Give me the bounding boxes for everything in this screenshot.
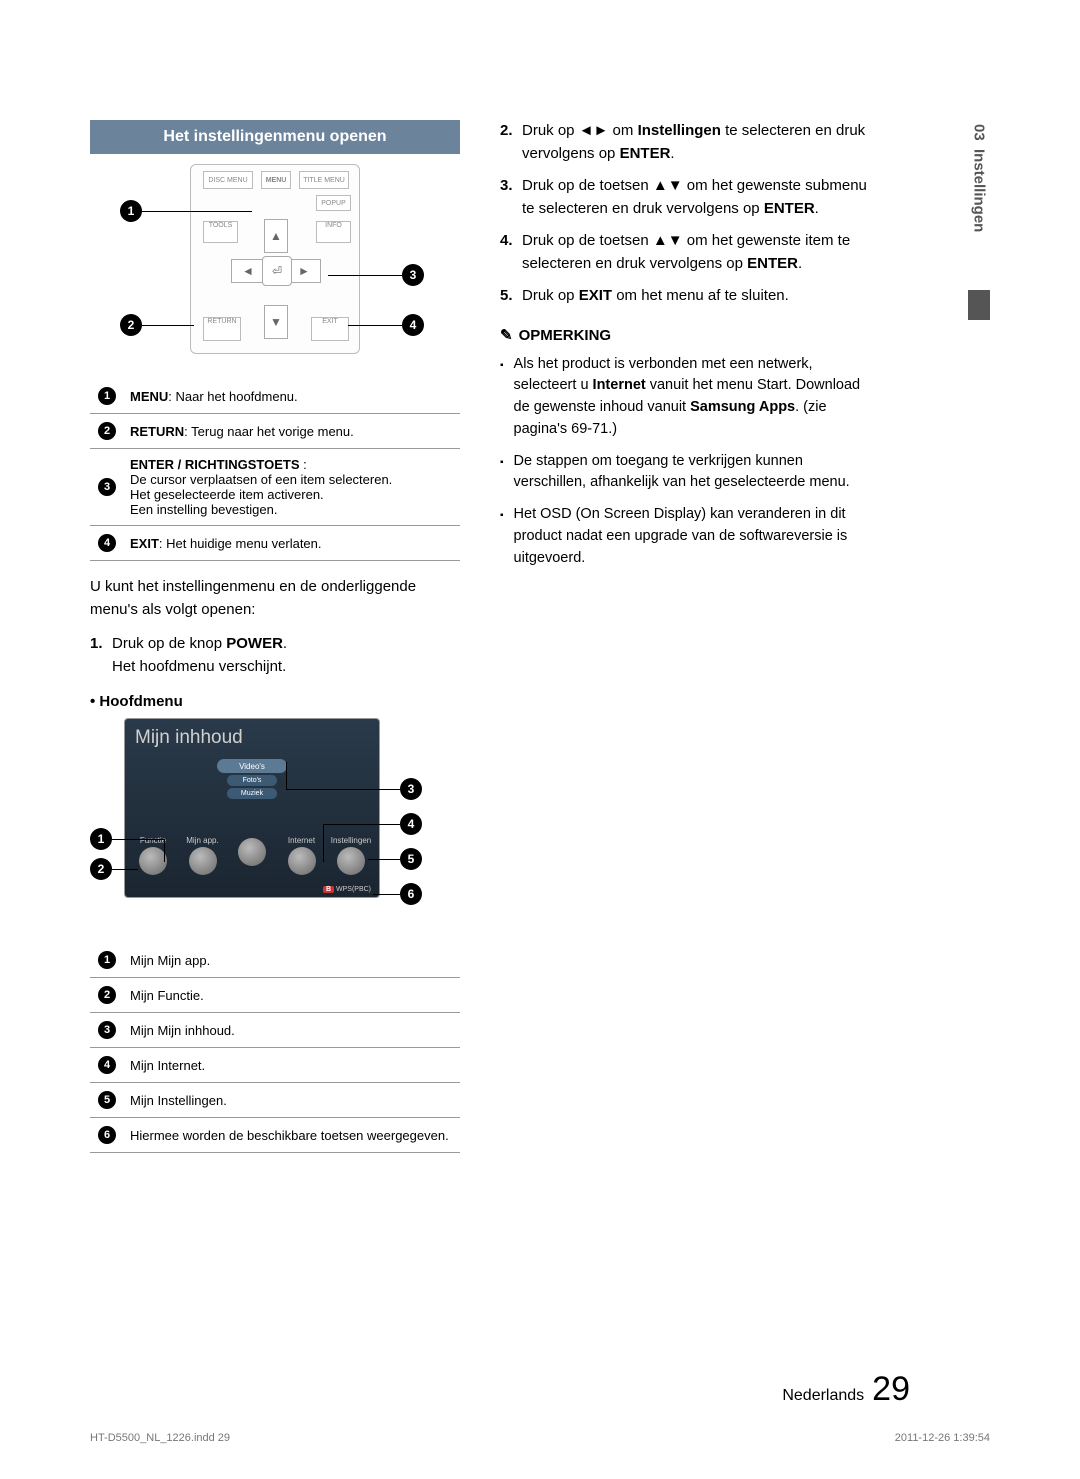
screen-pill-video: Video's: [217, 759, 287, 773]
screen-pill-muziek: Muziek: [227, 788, 277, 799]
dpad-left: ◄: [231, 259, 265, 283]
section-header: Het instellingenmenu openen: [90, 120, 460, 154]
screen-pill-foto: Foto's: [227, 775, 277, 786]
screen-callout-5: 5: [400, 848, 422, 870]
toolbar-internet: Internet: [280, 836, 324, 875]
screen-callout-2: 2: [90, 858, 112, 880]
toolbar-instellingen: Instellingen: [329, 836, 373, 875]
footer-lang: Nederlands: [782, 1387, 864, 1405]
return-button: RETURN: [203, 317, 241, 341]
chapter-title: Instellingen: [971, 149, 988, 232]
instellingen-icon: [337, 847, 365, 875]
screen-definitions-table: 1Mijn Mijn app. 2Mijn Functie. 3Mijn Mij…: [90, 943, 460, 1153]
table-row: 5Mijn Instellingen.: [90, 1083, 460, 1118]
callout-3: 3: [402, 264, 424, 286]
meta-date: 2011-12-26 1:39:54: [895, 1432, 990, 1444]
functie-icon: [139, 847, 167, 875]
right-column: 2. Druk op ◄► om Instellingen te selecte…: [500, 120, 870, 1168]
screen-footer: BWPS(PBC): [323, 886, 371, 893]
intro-text: U kunt het instellingenmenu en de onderl…: [90, 576, 460, 621]
screen-callout-4: 4: [400, 813, 422, 835]
note-item: De stappen om toegang te verkrijgen kunn…: [500, 451, 870, 495]
dpad-right: ►: [287, 259, 321, 283]
left-column: Het instellingenmenu openen DISC MENU ME…: [90, 120, 460, 1168]
screen-callout-3: 3: [400, 778, 422, 800]
meta-file: HT-D5500_NL_1226.indd 29: [90, 1432, 230, 1444]
remote-diagram: DISC MENU MENU TITLE MENU POPUP TOOLS IN…: [120, 164, 430, 364]
page-footer: Nederlands 29: [782, 1370, 910, 1409]
side-tab: 03 Instellingen: [968, 120, 990, 280]
manual-page: 03 Instellingen Het instellingenmenu ope…: [0, 0, 1080, 1479]
steps-left: 1. Druk op de knop POWER. Het hoofdmenu …: [90, 633, 460, 678]
hoofdmenu-diagram: Mijn inhhoud Video's Foto's Muziek Funct…: [90, 718, 430, 923]
mijnapp-icon: [189, 847, 217, 875]
side-bar-marker: [968, 290, 990, 320]
note-item: Als het product is verbonden met een net…: [500, 354, 870, 441]
table-row: 2Mijn Functie.: [90, 978, 460, 1013]
table-row: 4 EXIT: Het huidige menu verlaten.: [90, 526, 460, 561]
note-heading: OPMERKING: [500, 326, 870, 344]
step-item: 4. Druk op de toetsen ▲▼ om het gewenste…: [500, 230, 870, 275]
exit-button: EXIT: [311, 317, 349, 341]
screen-callout-6: 6: [400, 883, 422, 905]
table-row: 3Mijn Mijn inhhoud.: [90, 1013, 460, 1048]
screen-title: Mijn inhhoud: [125, 719, 379, 757]
meta-footer: HT-D5500_NL_1226.indd 29 2011-12-26 1:39…: [90, 1432, 990, 1444]
def-num: 3: [98, 478, 116, 496]
def-num: 4: [98, 534, 116, 552]
footer-page-num: 29: [872, 1370, 910, 1409]
def-num: 2: [98, 422, 116, 440]
table-row: 2 RETURN: Terug naar het vorige menu.: [90, 414, 460, 449]
tv-screen: Mijn inhhoud Video's Foto's Muziek Funct…: [124, 718, 380, 898]
disc-menu-button: DISC MENU: [203, 171, 253, 189]
table-row: 6Hiermee worden de beschikbare toetsen w…: [90, 1118, 460, 1153]
remote-body: DISC MENU MENU TITLE MENU POPUP TOOLS IN…: [190, 164, 360, 354]
step-item: 3. Druk op de toetsen ▲▼ om het gewenste…: [500, 175, 870, 220]
title-menu-button: TITLE MENU: [299, 171, 349, 189]
note-item: Het OSD (On Screen Display) kan verander…: [500, 504, 870, 569]
steps-right: 2. Druk op ◄► om Instellingen te selecte…: [500, 120, 870, 308]
callout-4: 4: [402, 314, 424, 336]
step-item: 2. Druk op ◄► om Instellingen te selecte…: [500, 120, 870, 165]
chapter-number: 03: [971, 124, 988, 141]
dpad-up: ▲: [264, 219, 288, 253]
screen-callout-1: 1: [90, 828, 112, 850]
table-row: 1 MENU: Naar het hoofdmenu.: [90, 379, 460, 414]
content-columns: Het instellingenmenu openen DISC MENU ME…: [90, 120, 990, 1168]
dpad-down: ▼: [264, 305, 288, 339]
toolbar-mijnapp: Mijn app.: [181, 836, 225, 875]
callout-1: 1: [120, 200, 142, 222]
info-button: INFO: [316, 221, 351, 243]
table-row: 3 ENTER / RICHTINGSTOETS : De cursor ver…: [90, 449, 460, 526]
internet-icon: [288, 847, 316, 875]
note-list: Als het product is verbonden met een net…: [500, 354, 870, 570]
d-pad: ▲ ▼ ◄ ► ⏎: [241, 219, 311, 339]
table-row: 4Mijn Internet.: [90, 1048, 460, 1083]
tools-button: TOOLS: [203, 221, 238, 243]
screen-toolbar: Functie Mijn app. Internet Instellingen: [131, 836, 373, 875]
step-item: 1. Druk op de knop POWER. Het hoofdmenu …: [90, 633, 460, 678]
hoofdmenu-heading: • Hoofdmenu: [90, 693, 460, 710]
popup-button: POPUP: [316, 195, 351, 211]
menu-button: MENU: [261, 171, 291, 189]
def-num: 1: [98, 387, 116, 405]
toolbar-blank: [230, 836, 274, 875]
dpad-enter: ⏎: [262, 256, 292, 286]
center-icon: [238, 838, 266, 866]
step-item: 5. Druk op EXIT om het menu af te sluite…: [500, 285, 870, 308]
table-row: 1Mijn Mijn app.: [90, 943, 460, 978]
remote-definitions-table: 1 MENU: Naar het hoofdmenu. 2 RETURN: Te…: [90, 379, 460, 561]
callout-2: 2: [120, 314, 142, 336]
